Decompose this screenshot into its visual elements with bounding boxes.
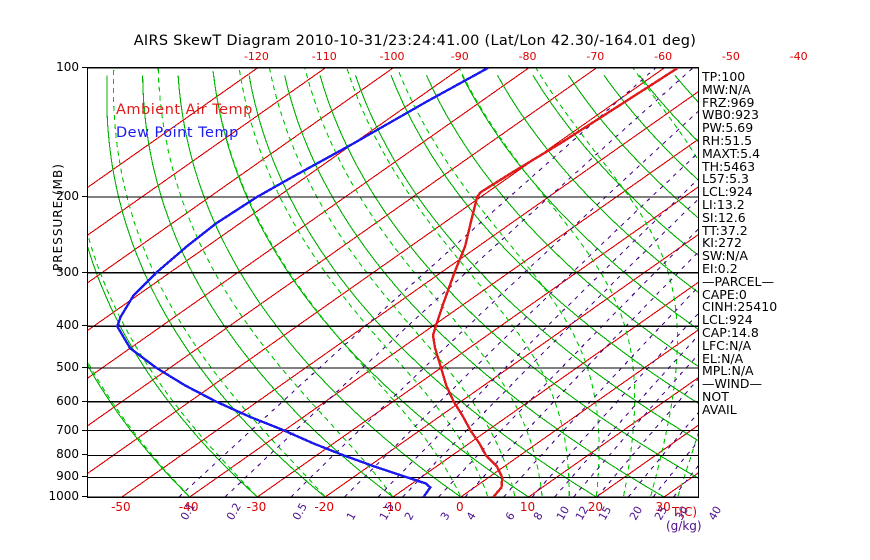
pressure-tick-mark-3: [82, 325, 88, 327]
pressure-tick-mark-0: [82, 67, 88, 68]
pressure-tick-6: 700: [56, 422, 79, 437]
mixing-ratio-tick-6: 3: [437, 509, 453, 523]
pressure-tick-9: 1000: [48, 489, 79, 503]
stat-line-3: WB0:923: [702, 107, 759, 123]
mixing-ratio-tick-7: 4: [463, 509, 479, 523]
stat-line-18: CINH:25410: [702, 299, 778, 315]
top-temp-tick-5: -70: [586, 50, 605, 63]
stat-line-21: LFC:N/A: [702, 337, 752, 353]
sounding-traces: [115, 68, 679, 497]
top-temp-tick-4: -80: [518, 50, 537, 63]
mixing-ratio-tick-3: 1: [343, 509, 359, 523]
mixing-ratio-tick-10: 10: [553, 503, 572, 523]
pressure-tick-5: 600: [56, 393, 79, 408]
pressure-tick-0: 100: [56, 60, 79, 74]
stat-line-15: EI:0.2: [702, 260, 738, 276]
legend-ambient-air-temp: Ambient Air Temp: [116, 102, 253, 118]
stat-line-26: AVAIL: [702, 401, 737, 417]
top-temp-tick-3: -90: [450, 50, 469, 63]
bottom-temp-tick-7: 20: [587, 500, 603, 514]
mixing-ratio-tick-2: 0.5: [289, 500, 310, 523]
temperature-unit-label: T(C): [672, 505, 698, 519]
moist-adiabat-lines: [88, 68, 698, 497]
stat-line-2: FRZ:969: [702, 94, 755, 110]
bottom-temp-tick-4: -10: [382, 500, 402, 514]
pressure-tick-mark-9: [82, 496, 88, 497]
mixing-ratio-tick-8: 6: [502, 509, 518, 523]
stat-line-22: EL:N/A: [702, 350, 744, 366]
bottom-temp-tick-2: -30: [246, 500, 267, 514]
mixing-ratio-tick-16: 40: [705, 503, 724, 523]
stat-line-25: NOT: [702, 388, 729, 404]
stat-line-23: MPL:N/A: [702, 363, 754, 379]
pressure-tick-mark-2: [82, 271, 88, 273]
stat-line-11: SI:12.6: [702, 209, 746, 225]
pressure-tick-1: 200: [56, 189, 79, 204]
pressure-tick-7: 800: [56, 447, 79, 462]
stat-line-6: MAXT:5.4: [702, 145, 761, 161]
pressure-tick-2: 300: [56, 264, 79, 279]
pressure-tick-4: 500: [56, 359, 79, 374]
top-temp-tick-0: -120: [243, 50, 269, 63]
stat-line-14: SW:N/A: [702, 248, 748, 264]
mixing-ratio-tick-13: 20: [627, 503, 646, 523]
stat-line-12: TT:37.2: [702, 222, 748, 238]
sounding-stats-panel: TP:100 MW:N/A FRZ:969 WB0:923 PW:5.69 RH:51.5…: [702, 69, 862, 417]
bottom-temp-tick-0: -50: [111, 500, 131, 514]
pressure-tick-mark-5: [82, 400, 88, 402]
stat-line-10: LI:13.2: [702, 196, 745, 212]
dry-adiabat-lines: [88, 74, 698, 497]
stat-line-4: PW:5.69: [702, 120, 754, 136]
bottom-temp-tick-5: 0: [455, 500, 464, 514]
pressure-tick-mark-6: [82, 429, 88, 431]
stat-line-9: LCL:924: [702, 184, 753, 200]
stat-line-17: CAPE:0: [702, 286, 747, 302]
mixing-ratio-tick-9: 8: [531, 509, 546, 523]
bottom-temp-tick-8: 30: [655, 500, 671, 514]
legend-dew-point-temp: Dew Point Temp: [116, 125, 239, 141]
stat-line-20: CAP:14.8: [702, 324, 759, 340]
stat-line-5: RH:51.5: [702, 132, 753, 148]
stat-line-7: TH:5463: [702, 158, 756, 174]
stat-line-13: KI:272: [702, 235, 742, 251]
pressure-tick-8: 900: [56, 469, 79, 484]
pressure-tick-mark-1: [82, 196, 88, 198]
top-temp-tick-8: -40: [789, 50, 808, 63]
stat-line-24: —WIND—: [702, 376, 763, 392]
pressure-tick-mark-8: [82, 476, 88, 478]
isotherm-lines: [88, 68, 698, 497]
stat-line-8: L57:5.3: [702, 171, 749, 187]
page-title: AIRS SkewT Diagram 2010-10-31/23:24:41.0…: [133, 33, 697, 49]
bottom-temp-tick-6: 10: [519, 500, 536, 514]
top-temp-tick-6: -60: [654, 50, 673, 63]
mixing-ratio-lines: [178, 68, 698, 497]
stat-line-16: —PARCEL—: [702, 273, 774, 289]
pressure-tick-3: 400: [56, 318, 79, 333]
skewt-plot-area: Ambient Air Temp Dew Point Temp: [87, 67, 699, 498]
top-temp-tick-2: -100: [379, 50, 405, 63]
isobar-lines: [88, 68, 698, 497]
stat-line-0: TP:100: [702, 69, 746, 84]
top-temp-tick-1: -110: [311, 50, 337, 63]
bottom-temp-tick-3: -20: [314, 500, 335, 514]
stat-line-1: MW:N/A: [702, 81, 751, 97]
mixing-ratio-tick-1: 0.2: [223, 500, 244, 523]
pressure-tick-mark-7: [82, 454, 88, 456]
pressure-tick-mark-4: [82, 366, 88, 368]
bottom-temp-tick-1: -40: [178, 500, 199, 514]
skewt-plot-svg: [88, 68, 698, 497]
mixing-ratio-tick-5: 2: [401, 509, 417, 523]
top-temp-tick-7: -50: [721, 50, 740, 63]
mixing-ratio-unit-label: (g/kg): [666, 519, 702, 533]
stat-line-19: LCL:924: [702, 312, 753, 328]
